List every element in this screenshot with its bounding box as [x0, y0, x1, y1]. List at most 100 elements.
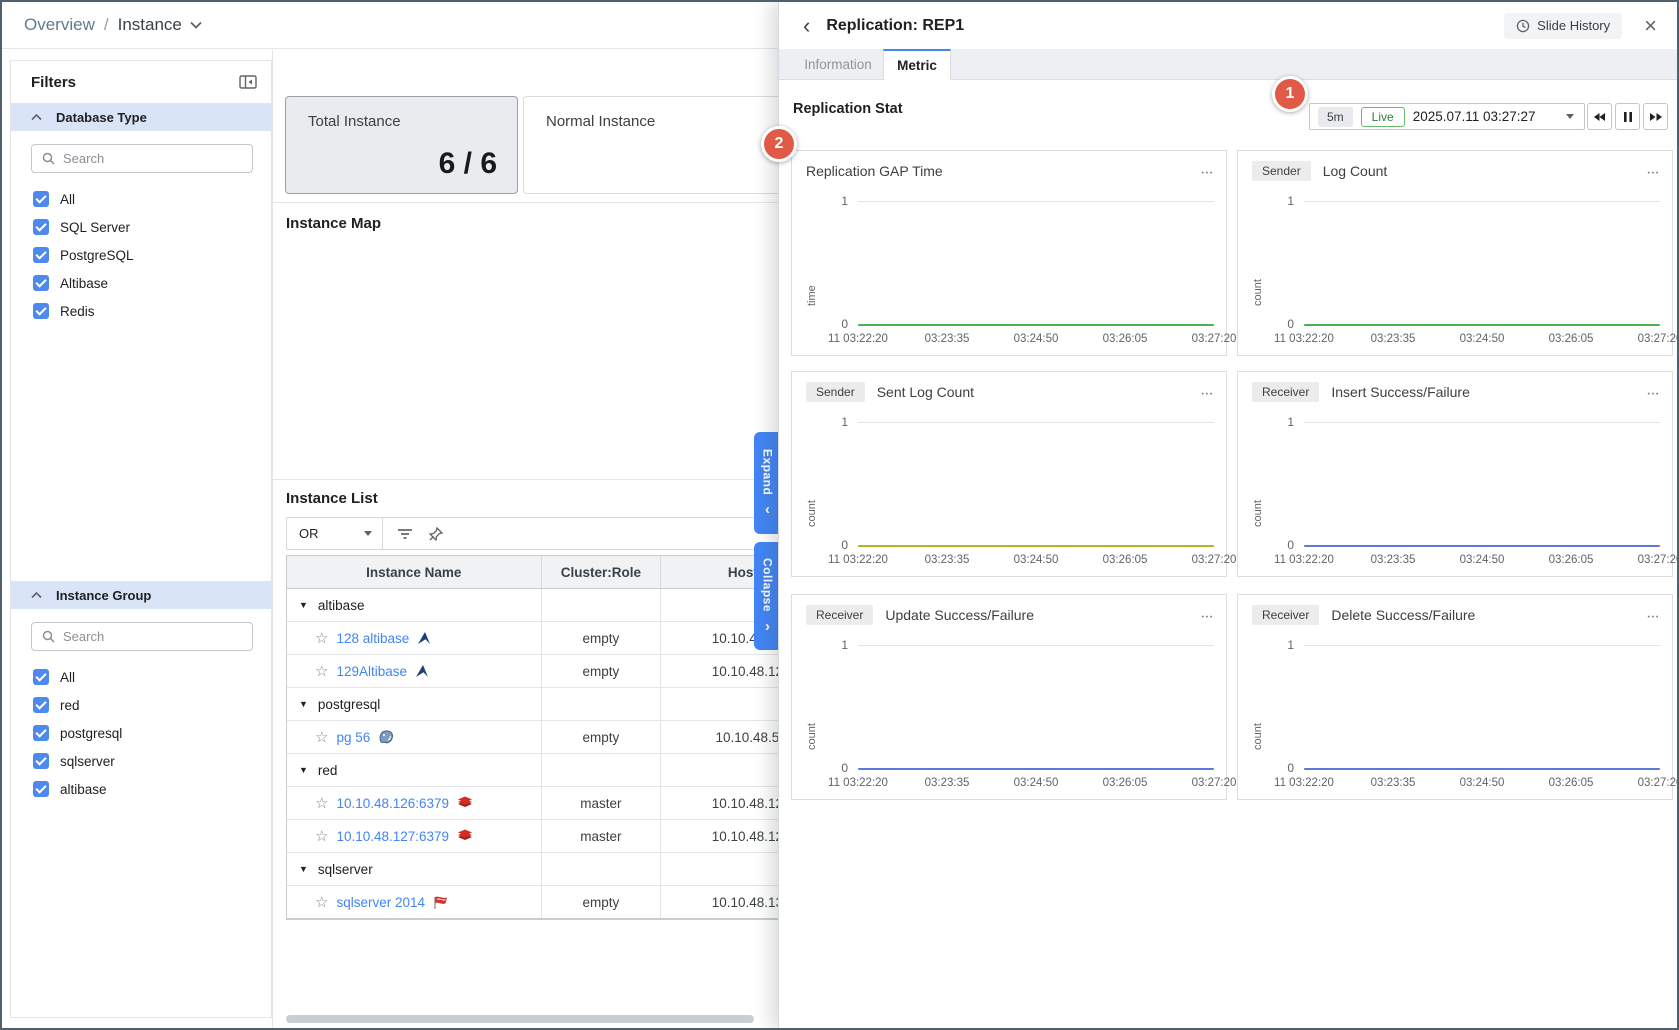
checkbox-checked-icon[interactable] — [33, 753, 49, 769]
checkbox-grp-all[interactable]: All — [11, 663, 271, 691]
panel-header: ‹ Replication: REP1 Slide History × — [779, 2, 1677, 49]
checkbox-checked-icon[interactable] — [33, 275, 49, 291]
checkbox-grp-postgresql[interactable]: postgresql — [11, 719, 271, 747]
star-icon[interactable]: ☆ — [315, 893, 329, 911]
chart-title: Update Success/Failure — [885, 607, 1034, 623]
pin-icon[interactable] — [429, 526, 443, 541]
star-icon[interactable]: ☆ — [315, 728, 329, 746]
normal-instance-label: Normal Instance — [546, 113, 656, 130]
altibase-icon — [415, 664, 429, 678]
rewind-button[interactable] — [1587, 103, 1612, 130]
table-row[interactable]: ☆ 10.10.48.127:6379 master 10.10.48.127 — [287, 820, 842, 853]
horizontal-scrollbar[interactable] — [286, 1015, 754, 1023]
checkbox-db-redis[interactable]: Redis — [11, 297, 271, 325]
normal-instance-card[interactable]: Normal Instance — [523, 96, 785, 194]
more-icon[interactable] — [1201, 387, 1214, 398]
more-icon[interactable] — [1201, 610, 1214, 621]
instance-link[interactable]: 10.10.48.127:6379 — [336, 828, 450, 844]
table-row[interactable]: ☆ 10.10.48.126:6379 master 10.10.48.126 — [287, 787, 842, 820]
instance-link[interactable]: 10.10.48.126:6379 — [336, 795, 450, 811]
triangle-down-icon[interactable]: ▼ — [299, 699, 308, 709]
instance-link[interactable]: 128 altibase — [336, 630, 410, 646]
more-icon[interactable] — [1647, 166, 1660, 177]
instance-link[interactable]: pg 56 — [336, 729, 371, 745]
checkbox-grp-altibase[interactable]: altibase — [11, 775, 271, 803]
checkbox-checked-icon[interactable] — [33, 697, 49, 713]
instance-group-search[interactable] — [31, 622, 253, 651]
checkbox-checked-icon[interactable] — [33, 219, 49, 235]
group-row-altibase[interactable]: ▼ altibase — [287, 589, 842, 622]
group-row-red[interactable]: ▼ red — [287, 754, 842, 787]
checkbox-checked-icon[interactable] — [33, 191, 49, 207]
star-icon[interactable]: ☆ — [315, 827, 329, 845]
slide-history-button[interactable]: Slide History — [1504, 12, 1623, 39]
star-icon[interactable]: ☆ — [315, 629, 329, 647]
star-icon[interactable]: ☆ — [315, 662, 329, 680]
instance-link[interactable]: 129Altibase — [336, 663, 408, 679]
star-icon[interactable]: ☆ — [315, 794, 329, 812]
group-row-postgresql[interactable]: ▼ postgresql — [287, 688, 842, 721]
collapse-sidebar-icon[interactable] — [239, 75, 257, 89]
database-type-search[interactable] — [31, 144, 253, 173]
series-line — [858, 545, 1214, 547]
checkbox-db-all[interactable]: All — [11, 185, 271, 213]
filter-operator-select[interactable]: OR — [287, 518, 383, 549]
altibase-icon — [417, 631, 431, 645]
checkbox-checked-icon[interactable] — [33, 247, 49, 263]
chart-card-insert-success-failure: Receiver Insert Success/Failure 1 0 coun… — [1237, 371, 1679, 577]
breadcrumb-overview[interactable]: Overview — [24, 15, 95, 34]
series-line — [858, 768, 1214, 770]
checkbox-grp-sqlserver[interactable]: sqlserver — [11, 747, 271, 775]
search-input[interactable] — [63, 629, 242, 644]
tab-metric[interactable]: Metric — [883, 49, 951, 80]
instance-list-filterbar: OR — [286, 517, 782, 550]
x-axis-ticks: 11 03:22:20 03:23:35 03:24:50 03:26:05 03:27… — [1274, 554, 1679, 566]
close-icon[interactable]: × — [1644, 12, 1657, 38]
table-row[interactable]: ☆ sqlserver 2014 empty 10.10.48.133 — [287, 886, 842, 919]
more-icon[interactable] — [1647, 387, 1660, 398]
total-instance-card[interactable]: Total Instance 6 / 6 — [285, 96, 518, 194]
chevron-up-icon — [31, 591, 42, 599]
pause-button[interactable] — [1615, 103, 1640, 130]
caret-down-icon — [364, 531, 372, 536]
checkbox-checked-icon[interactable] — [33, 781, 49, 797]
checkbox-checked-icon[interactable] — [33, 669, 49, 685]
x-axis-ticks: 11 03:22:20 03:23:35 03:24:50 03:26:05 03:27… — [1274, 333, 1679, 345]
chevron-down-icon[interactable] — [190, 21, 202, 29]
checkbox-checked-icon[interactable] — [33, 303, 49, 319]
section-instance-group[interactable]: Instance Group — [11, 581, 271, 609]
breadcrumb-separator: / — [103, 15, 109, 34]
checkbox-db-altibase[interactable]: Altibase — [11, 269, 271, 297]
col-cluster-role[interactable]: Cluster:Role — [542, 556, 662, 588]
search-input[interactable] — [63, 151, 242, 166]
range-5m-chip[interactable]: 5m — [1318, 106, 1353, 127]
group-row-sqlserver[interactable]: ▼ sqlserver — [287, 853, 842, 886]
more-icon[interactable] — [1647, 610, 1660, 621]
col-instance-name[interactable]: Instance Name — [287, 556, 542, 588]
time-range-control[interactable]: 5m Live 2025.07.11 03:27:27 — [1309, 103, 1585, 130]
checkbox-grp-red[interactable]: red — [11, 691, 271, 719]
table-row[interactable]: ☆ 129Altibase empty 10.10.48.129 — [287, 655, 842, 688]
table-row[interactable]: ☆ pg 56 empty 10.10.48.56 — [287, 721, 842, 754]
fast-forward-button[interactable] — [1643, 103, 1668, 130]
filter-icon[interactable] — [397, 528, 413, 540]
more-icon[interactable] — [1201, 166, 1214, 177]
triangle-down-icon[interactable]: ▼ — [299, 864, 308, 874]
breadcrumb-instance[interactable]: Instance — [117, 15, 182, 34]
checkbox-checked-icon[interactable] — [33, 725, 49, 741]
triangle-down-icon[interactable]: ▼ — [299, 765, 308, 775]
collapse-tab[interactable]: Collapse › — [754, 542, 781, 650]
back-icon[interactable]: ‹ — [803, 12, 811, 38]
instance-map-title: Instance Map — [286, 215, 382, 232]
expand-tab[interactable]: Expand ‹ — [754, 432, 781, 534]
checkbox-db-sqlserver[interactable]: SQL Server — [11, 213, 271, 241]
datetime-value[interactable]: 2025.07.11 03:27:27 — [1412, 109, 1536, 124]
checkbox-db-postgresql[interactable]: PostgreSQL — [11, 241, 271, 269]
sender-badge: Sender — [806, 382, 865, 402]
tab-information[interactable]: Information — [804, 56, 872, 72]
instance-link[interactable]: sqlserver 2014 — [336, 894, 426, 910]
triangle-down-icon[interactable]: ▼ — [299, 600, 308, 610]
callout-2: 2 — [761, 126, 797, 162]
section-database-type[interactable]: Database Type — [11, 103, 271, 131]
caret-down-icon[interactable] — [1566, 114, 1574, 119]
